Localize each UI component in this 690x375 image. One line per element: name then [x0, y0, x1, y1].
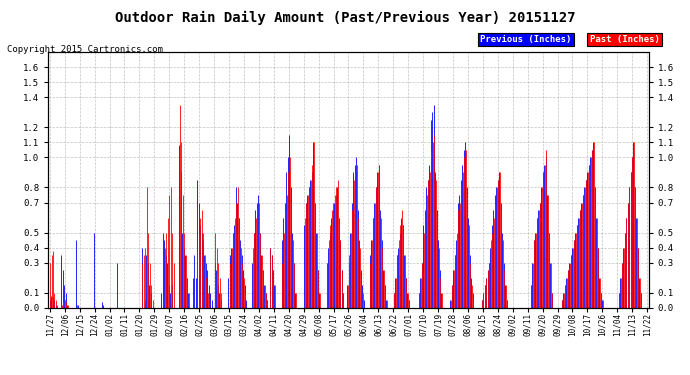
Text: Copyright 2015 Cartronics.com: Copyright 2015 Cartronics.com: [7, 45, 163, 54]
Text: Outdoor Rain Daily Amount (Past/Previous Year) 20151127: Outdoor Rain Daily Amount (Past/Previous…: [115, 11, 575, 26]
Text: Past (Inches): Past (Inches): [589, 35, 660, 44]
Text: Previous (Inches): Previous (Inches): [480, 35, 572, 44]
